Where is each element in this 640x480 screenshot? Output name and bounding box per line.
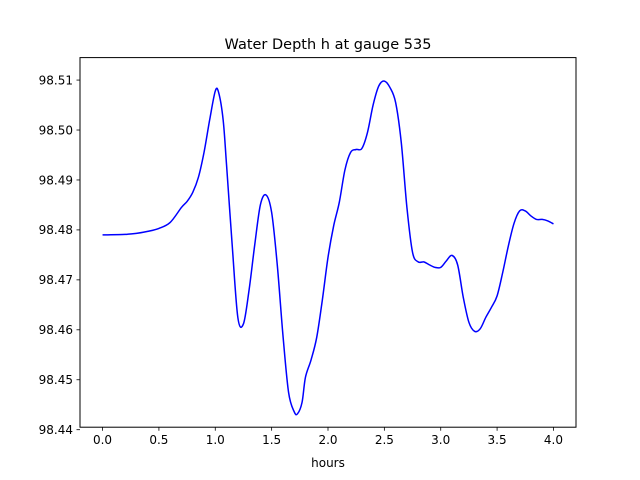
x-tick-label: 4.0 [544,433,563,447]
y-tick-label: 98.50 [39,123,73,137]
x-tick-label: 3.0 [431,433,450,447]
y-tick-label: 98.48 [39,223,73,237]
x-tick-label: 2.5 [375,433,394,447]
chart-title: Water Depth h at gauge 535 [225,37,432,53]
y-tick-label: 98.47 [39,273,73,287]
series-line-0 [102,80,554,416]
x-tick-label: 1.5 [262,433,281,447]
x-axis-ticks: 0.0 0.5 1.0 1.5 2.0 2.5 3.0 3.5 4.0 [93,427,563,447]
x-axis-label: hours [311,456,345,470]
x-tick-label: 2.0 [318,433,337,447]
y-tick-label: 98.51 [39,73,73,87]
y-tick-label: 98.49 [39,173,73,187]
plot-data [102,80,554,416]
y-tick-label: 98.45 [39,373,73,387]
x-tick-label: 0.0 [93,433,112,447]
plot-frame [79,57,577,428]
x-tick-label: 3.5 [488,433,507,447]
y-axis-ticks: 98.44 98.45 98.46 98.47 98.48 98.49 98.50 98.51 [39,73,80,437]
x-tick-label: 0.5 [149,433,168,447]
y-tick-label: 98.46 [39,323,73,337]
y-tick-label: 98.44 [39,423,73,437]
x-tick-label: 1.0 [206,433,225,447]
